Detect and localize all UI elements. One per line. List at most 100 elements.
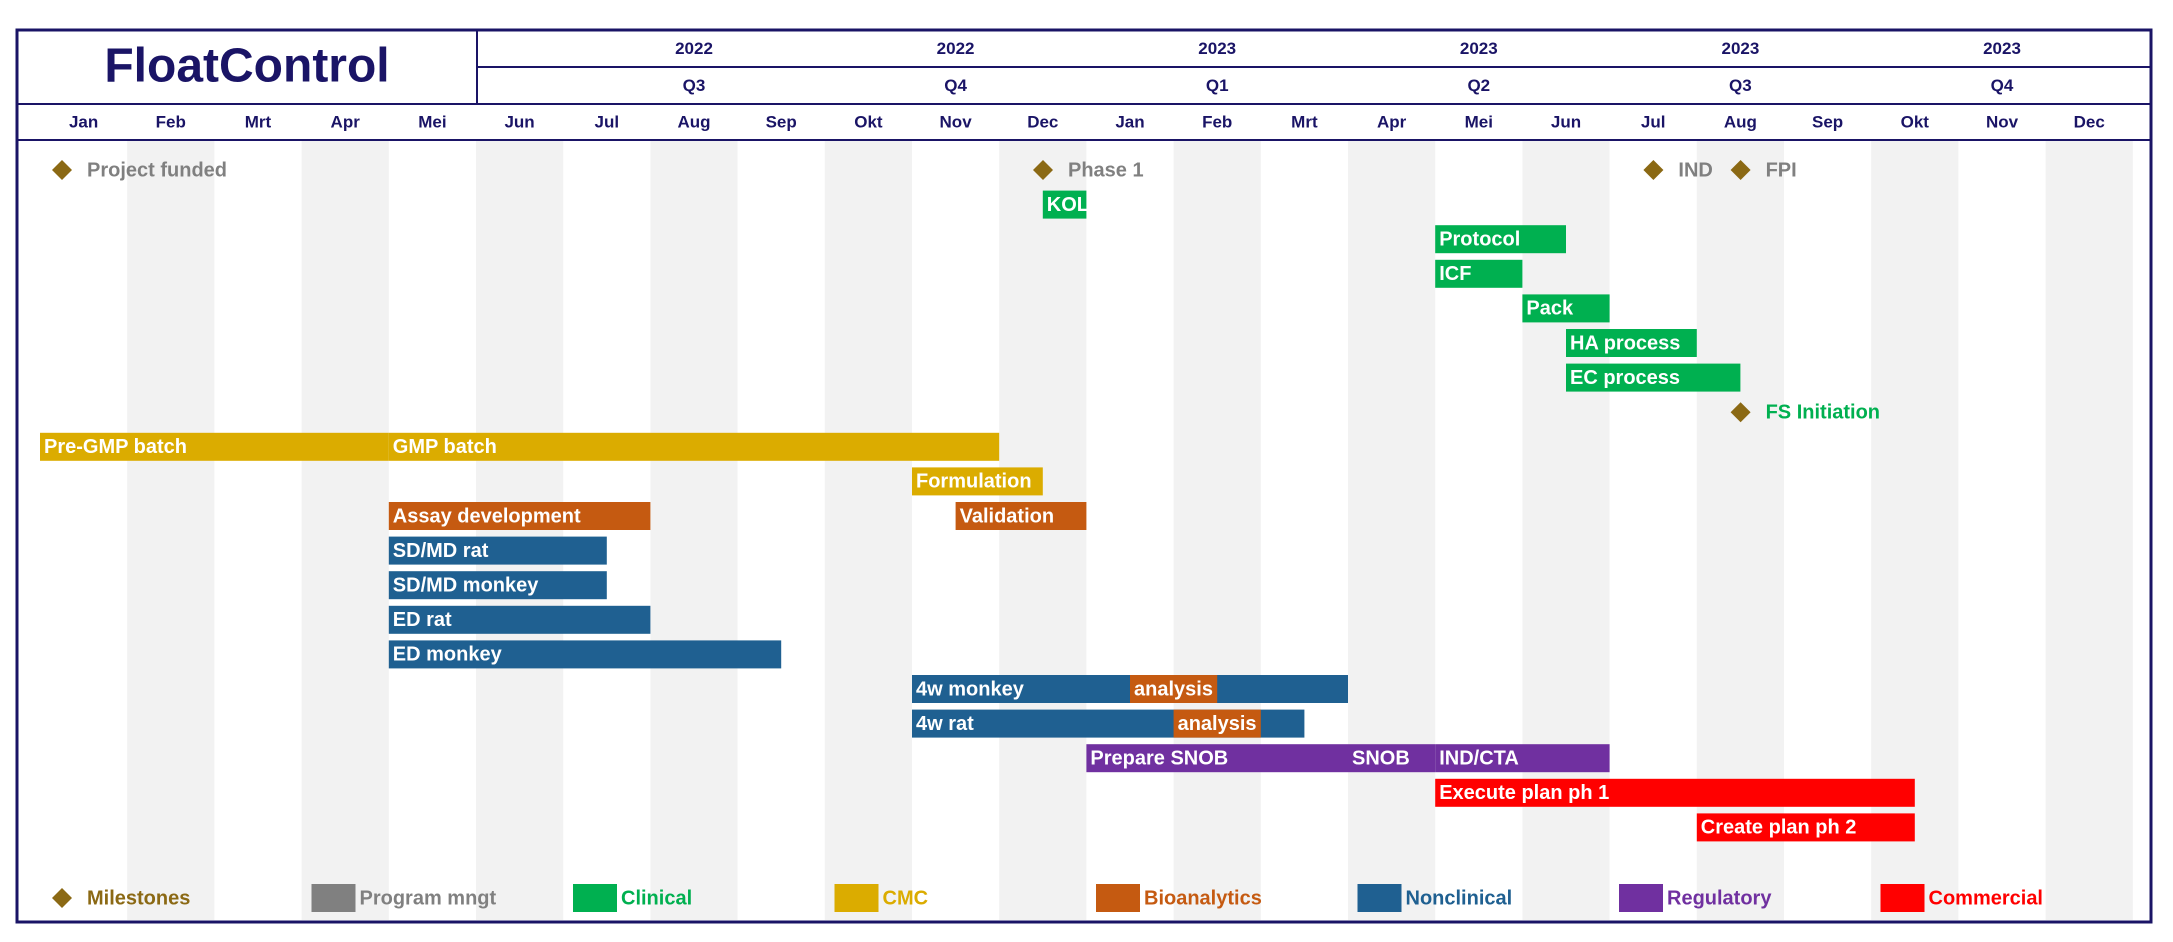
legend-swatch (573, 884, 617, 912)
task-label: ED monkey (393, 644, 503, 666)
month-stripe (1348, 141, 1436, 920)
year-label: 2023 (1983, 39, 2021, 58)
legend-label: Nonclinical (1406, 887, 1513, 909)
month-label: Jan (1115, 112, 1144, 131)
task-label: KOL (1047, 194, 1089, 216)
task-label: Prepare SNOB (1090, 747, 1228, 769)
legend-label: Bioanalytics (1144, 887, 1262, 909)
task-bar (388, 571, 607, 600)
task-bar (1173, 709, 1261, 738)
month-stripe (127, 141, 215, 920)
milestone-diamond (52, 160, 72, 180)
task-bar (388, 432, 1000, 461)
month-label: Feb (1202, 112, 1232, 131)
quarter-label: Q4 (944, 76, 967, 95)
task-bar (388, 536, 607, 565)
task-label: IND/CTA (1439, 747, 1519, 769)
task-bar (1435, 225, 1566, 254)
month-label: Jun (1551, 112, 1581, 131)
milestone-label: FS Initiation (1766, 401, 1880, 423)
month-label: Jan (69, 112, 98, 131)
task-bar (955, 502, 1087, 530)
task-bar (1566, 329, 1697, 357)
legend-swatch (1619, 884, 1663, 912)
task-bar (1042, 190, 1087, 219)
month-label: Mei (418, 112, 446, 131)
legend-swatch (311, 884, 356, 912)
task-label: ED rat (393, 609, 452, 631)
legend-swatch (1096, 884, 1140, 912)
month-label: Mrt (1291, 112, 1318, 131)
task-label: HA process (1570, 332, 1680, 354)
task-bar (1130, 675, 1218, 703)
task-bar (1435, 778, 1915, 807)
task-label: Assay development (393, 505, 581, 527)
task-label: SNOB (1352, 747, 1410, 769)
task-bar (388, 502, 651, 530)
chart-frame (15, 28, 2153, 924)
quarter-label: Q1 (1206, 76, 1229, 95)
month-stripe (2045, 141, 2133, 920)
task-label: SD/MD rat (393, 540, 489, 562)
year-label: 2022 (937, 39, 975, 58)
legend-swatch (834, 884, 879, 912)
legend-label: Clinical (621, 887, 692, 909)
year-label: 2023 (1460, 39, 1498, 58)
task-bar (1522, 294, 1610, 323)
task-label: Pack (1526, 298, 1574, 320)
legend-label: Regulatory (1667, 887, 1772, 909)
month-label: Aug (1724, 112, 1757, 131)
month-label: Jul (1641, 112, 1666, 131)
month-stripe (1173, 141, 1261, 920)
legend-label: Program mngt (360, 887, 497, 909)
task-bar (1696, 813, 1915, 842)
task-bar (1348, 744, 1436, 773)
legend-label: Commercial (1929, 887, 2044, 909)
month-label: Jul (595, 112, 620, 131)
legend-label: CMC (883, 887, 929, 909)
month-label: Okt (1901, 112, 1930, 131)
quarter-label: Q3 (683, 76, 706, 95)
task-label: Formulation (916, 471, 1032, 493)
milestone-label: FPI (1766, 159, 1797, 181)
milestone-diamond (1730, 160, 1751, 180)
month-label: Apr (1377, 112, 1407, 131)
legend-swatch (1880, 884, 1925, 912)
legend-label: Milestones (87, 887, 190, 909)
month-label: Sep (766, 112, 797, 131)
month-stripe (999, 141, 1087, 920)
task-bar (1435, 259, 1523, 288)
year-label: 2022 (675, 39, 713, 58)
quarter-label: Q3 (1729, 76, 1752, 95)
legend-swatch (1357, 884, 1402, 912)
milestone-diamond (1643, 160, 1664, 180)
year-label: 2023 (1198, 39, 1236, 58)
task-bar (388, 605, 651, 634)
task-label: 4w rat (916, 713, 974, 735)
month-stripe (301, 141, 389, 920)
month-label: Mrt (245, 112, 272, 131)
month-stripe (476, 141, 564, 920)
month-label: Feb (156, 112, 186, 131)
task-label: 4w monkey (916, 678, 1025, 700)
month-label: Sep (1812, 112, 1843, 131)
month-stripe (824, 141, 912, 920)
task-label: SD/MD monkey (393, 574, 539, 596)
month-label: Okt (854, 112, 883, 131)
task-bar (40, 432, 389, 461)
month-label: Dec (2074, 112, 2105, 131)
task-label: EC process (1570, 367, 1680, 389)
legend-diamond (52, 888, 72, 908)
task-label: analysis (1134, 678, 1213, 700)
task-label: Execute plan ph 1 (1439, 782, 1609, 804)
milestone-label: Phase 1 (1068, 159, 1144, 181)
task-bar (912, 467, 1043, 496)
month-label: Mei (1465, 112, 1493, 131)
month-label: Apr (331, 112, 361, 131)
task-bar (1086, 744, 1348, 773)
quarter-label: Q2 (1467, 76, 1490, 95)
task-bar (1435, 744, 1610, 773)
quarter-label: Q4 (1991, 76, 2014, 95)
